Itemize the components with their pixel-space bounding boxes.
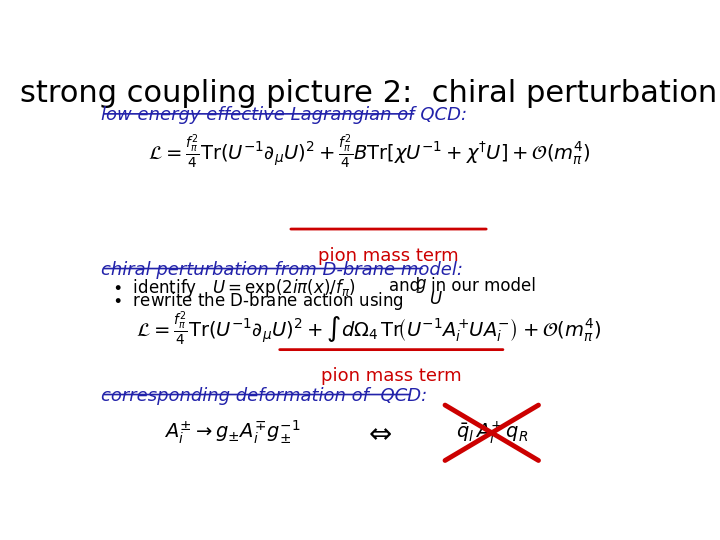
Text: $\mathcal{L} = \frac{f_{\pi}^{2}}{4}\mathrm{Tr}(U^{-1}\partial_{\mu}U)^{2} + \fr: $\mathcal{L} = \frac{f_{\pi}^{2}}{4}\mat… — [148, 133, 590, 171]
Text: strong coupling picture 2:  chiral perturbation: strong coupling picture 2: chiral pertur… — [20, 79, 718, 109]
Text: in our model: in our model — [431, 277, 536, 295]
Text: $\bar{q}_{l}\,A_{i}^{+}\,q_{R}$: $\bar{q}_{l}\,A_{i}^{+}\,q_{R}$ — [456, 420, 528, 446]
Text: $\mathcal{L} = \frac{f_{\pi}^{2}}{4}\mathrm{Tr}(U^{-1}\partial_{\mu}U)^{2} + \in: $\mathcal{L} = \frac{f_{\pi}^{2}}{4}\mat… — [136, 310, 602, 348]
Text: and: and — [389, 277, 420, 295]
Text: pion mass term: pion mass term — [321, 367, 462, 385]
Text: low energy effective Lagrangian of QCD:: low energy effective Lagrangian of QCD: — [101, 106, 467, 124]
Text: $g$: $g$ — [415, 277, 427, 295]
Text: corresponding deformation of  QCD:: corresponding deformation of QCD: — [101, 387, 428, 405]
Text: $U = \exp(2i\pi(x)/f_{\pi})$: $U = \exp(2i\pi(x)/f_{\pi})$ — [212, 277, 356, 299]
Text: $\bullet$  rewrite the D-brane action using: $\bullet$ rewrite the D-brane action usi… — [112, 290, 404, 312]
Text: chiral perturbation from D-brane model:: chiral perturbation from D-brane model: — [101, 261, 463, 279]
Text: pion mass term: pion mass term — [318, 246, 459, 265]
Text: $U$: $U$ — [429, 290, 443, 308]
Text: $\bullet$  identify: $\bullet$ identify — [112, 277, 197, 299]
Text: $A_{i}^{\pm} \to g_{\pm} A_{i}^{\mp} g_{\pm}^{-1}$: $A_{i}^{\pm} \to g_{\pm} A_{i}^{\mp} g_{… — [164, 419, 301, 447]
Text: $\Leftrightarrow$: $\Leftrightarrow$ — [363, 419, 392, 447]
